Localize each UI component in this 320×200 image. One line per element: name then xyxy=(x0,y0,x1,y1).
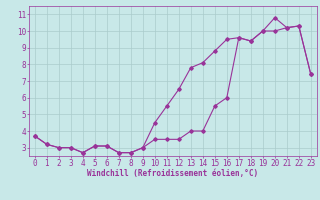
X-axis label: Windchill (Refroidissement éolien,°C): Windchill (Refroidissement éolien,°C) xyxy=(87,169,258,178)
